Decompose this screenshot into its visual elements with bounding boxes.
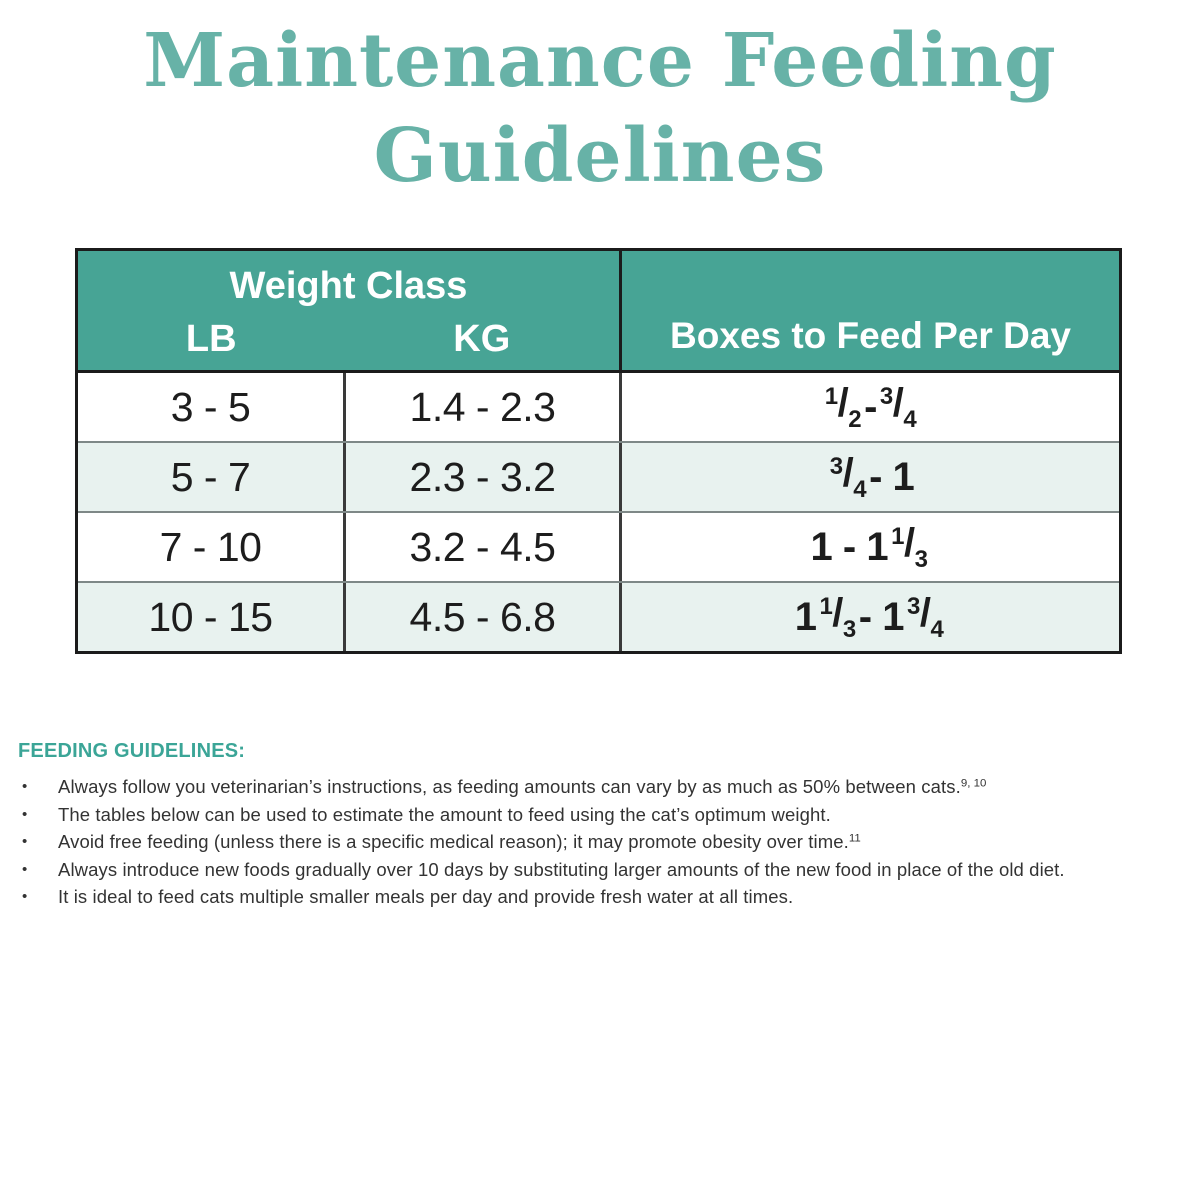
guideline-text: Avoid free feeding (unless there is a sp…: [58, 831, 849, 852]
weight-units-row: LB KG: [78, 320, 619, 358]
fraction-value: 3/4: [906, 590, 944, 643]
bullet-dot: •: [22, 805, 28, 823]
boxes-per-day-cell: 1 1/3 - 1 3/4: [794, 590, 944, 643]
page-title: Maintenance Feeding Guidelines: [0, 14, 1200, 203]
feeding-table: Weight Class LB KG Boxes to Feed Per Day…: [75, 248, 1122, 654]
boxes-per-day-cell: 3/4 - 1: [829, 450, 915, 503]
guideline-text: The tables below can be used to estimate…: [58, 803, 831, 825]
feeding-guidelines-heading: FEEDING GUIDELINES:: [18, 740, 246, 762]
fraction-value: 1/2: [824, 380, 862, 433]
weight-class-label: Weight Class: [229, 265, 468, 307]
boxes-per-day-cell: 1 - 1 1/3: [810, 520, 928, 573]
table-row: 5 - 7 2.3 - 3.2 3/4 - 1: [78, 441, 1119, 511]
footnote-reference: 11: [848, 832, 861, 845]
lb-range-cell: 10 - 15: [78, 583, 346, 651]
table-row: 3 - 5 1.4 - 2.3 1/2 - 3/4: [78, 373, 1119, 441]
fraction-value: 3/4: [879, 380, 917, 433]
lb-range-cell: 5 - 7: [78, 443, 346, 511]
kg-range-cell: 4.5 - 6.8: [346, 583, 622, 651]
guidelines-list: • Always follow you veterinarian’s instru…: [18, 773, 1168, 911]
weight-class-header-cell: Weight Class LB KG: [78, 251, 622, 370]
title-line-1: Maintenance Feeding: [143, 18, 1057, 104]
kg-range-cell: 1.4 - 2.3: [346, 373, 622, 441]
fraction-value: 1/3: [891, 520, 928, 573]
bullet-dot: •: [22, 888, 28, 905]
guideline-bullet-item: • Always follow you veterinarian’s instru…: [18, 773, 1168, 801]
guideline-bullet-item: • It is ideal to feed cats multiple small…: [18, 883, 1168, 911]
guideline-bullet-item: • Avoid free feeding (unless there is a s…: [18, 828, 1168, 856]
table-row: 10 - 15 4.5 - 6.8 1 1/3 - 1 3/4: [78, 581, 1119, 651]
boxes-per-day-column-header: Boxes to Feed Per Day: [670, 315, 1071, 356]
feeding-guidelines-section: FEEDING GUIDELINES: • Always follow you v…: [18, 740, 1168, 911]
table-row: 7 - 10 3.2 - 4.5 1 - 1 1/3: [78, 511, 1119, 581]
bullet-dot: •: [22, 833, 28, 850]
fraction-value: 1/3: [819, 590, 856, 643]
guideline-text: It is ideal to feed cats multiple smalle…: [58, 886, 794, 907]
kg-range-cell: 3.2 - 4.5: [346, 513, 622, 581]
fraction-value: 3/4: [829, 450, 867, 503]
guideline-text: Always follow you veterinarian’s instruc…: [58, 776, 961, 797]
title-line-2: Guidelines: [373, 112, 827, 199]
kg-range-cell: 2.3 - 3.2: [346, 443, 622, 511]
table-body: 3 - 5 1.4 - 2.3 1/2 - 3/4 5 - 7 2.3 - 3.2 3/4…: [78, 373, 1119, 651]
guideline-bullet-item: • Always introduce new foods gradually ov…: [18, 856, 1168, 884]
footnote-reference: 9, 10: [960, 777, 987, 790]
bullet-dot: •: [22, 778, 28, 795]
bullet-dot: •: [22, 860, 28, 878]
table-header-row: Weight Class LB KG Boxes to Feed Per Day: [78, 251, 1119, 373]
lb-range-cell: 3 - 5: [78, 373, 346, 441]
guideline-text: Always introduce new foods gradually ove…: [58, 858, 1065, 880]
boxes-per-day-cell: 1/2 - 3/4: [824, 380, 917, 433]
guideline-bullet-item: • The tables below can be used to estimat…: [18, 801, 1168, 829]
kg-column-header: KG: [453, 318, 511, 360]
lb-column-header: LB: [185, 318, 237, 360]
lb-range-cell: 7 - 10: [78, 513, 346, 581]
